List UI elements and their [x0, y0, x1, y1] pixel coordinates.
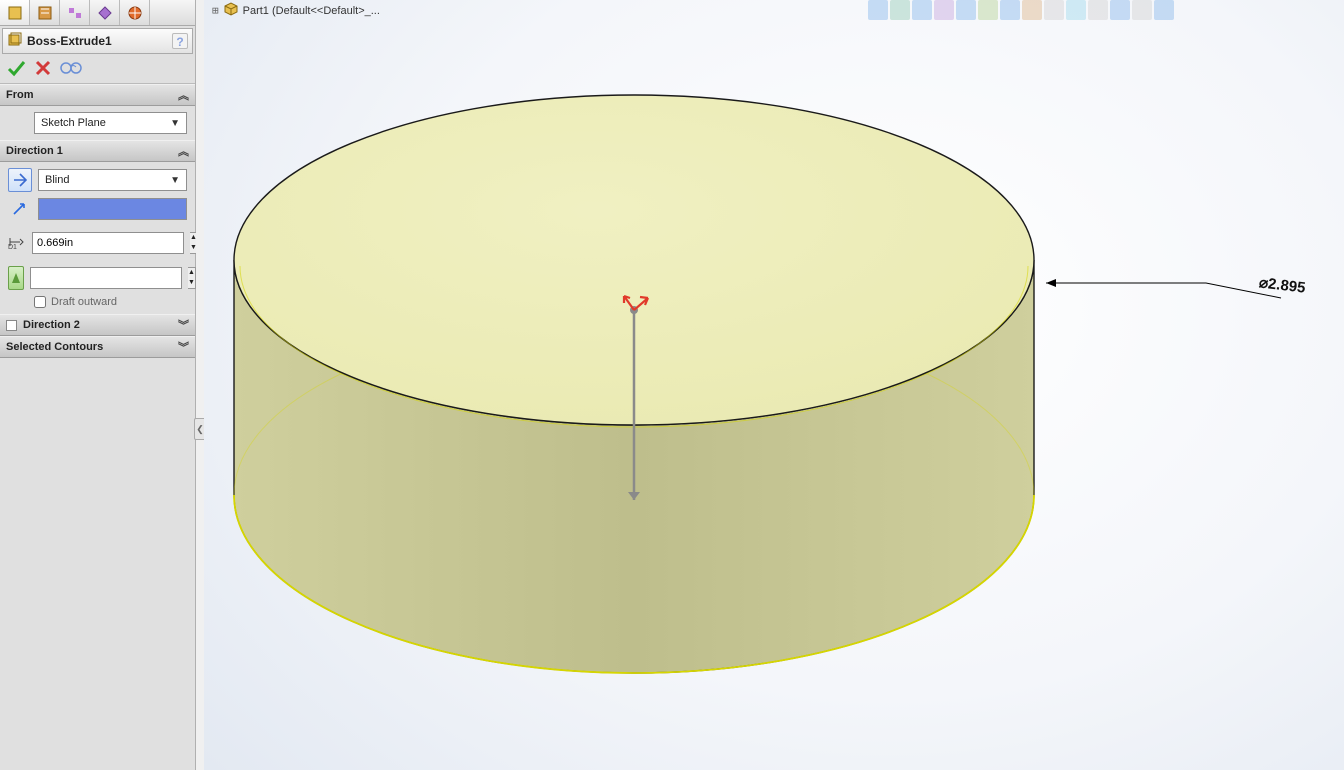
draft-angle-input[interactable] [30, 267, 182, 289]
section-dir2-label: Direction 2 [23, 319, 80, 331]
chevron-up-icon: ︽ [178, 143, 189, 159]
draft-outward-checkbox[interactable]: Draft outward [8, 296, 187, 308]
ok-button[interactable] [6, 59, 26, 80]
help-button[interactable]: ? [172, 33, 188, 49]
model-preview [204, 0, 1344, 770]
section-dir1-label: Direction 1 [6, 145, 63, 157]
draft-outward-label: Draft outward [51, 296, 117, 308]
section-header-from[interactable]: From ︽ [0, 84, 195, 106]
reverse-direction-button[interactable] [8, 168, 32, 192]
section-header-dir2[interactable]: Direction 2 ︾ [0, 314, 195, 336]
tab-property-manager[interactable] [30, 0, 60, 25]
depth-input[interactable] [32, 232, 184, 254]
ok-cancel-row [0, 56, 195, 84]
tab-feature-manager[interactable] [0, 0, 30, 25]
draft-button[interactable] [8, 266, 24, 290]
chevron-down-icon: ︾ [178, 317, 189, 333]
section-contours-label: Selected Contours [6, 341, 103, 353]
depth-icon: D1 [8, 234, 26, 253]
caret-down-icon: ▼ [170, 118, 180, 129]
from-dropdown-value: Sketch Plane [41, 117, 106, 129]
end-condition-value: Blind [45, 174, 69, 186]
direction-vector-icon [8, 200, 32, 219]
tab-display-manager[interactable] [120, 0, 150, 25]
cancel-button[interactable] [34, 59, 52, 80]
chevron-up-icon: ︽ [178, 87, 189, 103]
dir2-enable-checkbox[interactable] [6, 320, 17, 331]
section-header-dir1[interactable]: Direction 1 ︽ [0, 140, 195, 162]
draft-spinner[interactable]: ▲▼ [188, 267, 196, 289]
section-from-label: From [6, 89, 34, 101]
from-dropdown[interactable]: Sketch Plane ▼ [34, 112, 187, 134]
svg-text:D1: D1 [8, 244, 17, 250]
property-manager-panel: Boss-Extrude1 ? From ︽ Sketch Plane ▼ [0, 0, 196, 770]
section-body-from: Sketch Plane ▼ [0, 106, 195, 140]
panel-tab-row [0, 0, 195, 26]
caret-down-icon: ▼ [170, 175, 180, 186]
end-condition-dropdown[interactable]: Blind ▼ [38, 169, 187, 191]
feature-title-text: Boss-Extrude1 [27, 34, 112, 48]
feature-title-bar: Boss-Extrude1 ? [2, 28, 193, 54]
graphics-viewport[interactable]: ⊞ Part1 (Default<<Default>_... ⌀2.895 [204, 0, 1344, 770]
draft-outward-check[interactable] [34, 296, 46, 308]
panel-splitter[interactable]: ❮ [196, 0, 204, 770]
extrude-icon [7, 32, 23, 51]
detailed-preview-button[interactable] [60, 60, 84, 79]
section-body-dir1: Blind ▼ D1 ▲▼ [0, 162, 195, 314]
chevron-down-icon: ︾ [178, 339, 189, 355]
tab-configuration-manager[interactable] [60, 0, 90, 25]
direction-selection-box[interactable] [38, 198, 187, 220]
tab-dimxpert[interactable] [90, 0, 120, 25]
section-header-contours[interactable]: Selected Contours ︾ [0, 336, 195, 358]
